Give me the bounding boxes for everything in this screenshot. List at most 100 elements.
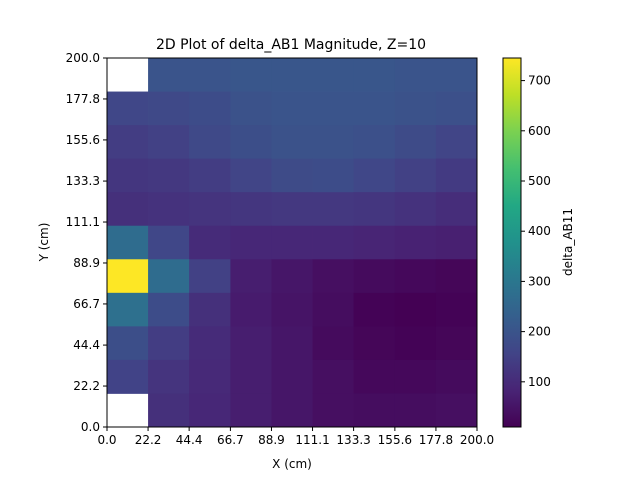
x-tick-label: 0.0: [97, 433, 116, 447]
heatmap-cell: [107, 91, 149, 126]
heatmap-cell: [148, 125, 190, 160]
heatmap-cell: [394, 259, 437, 294]
heatmap-cell: [353, 326, 396, 361]
x-tick-label: 155.6: [378, 433, 412, 447]
heatmap-cell: [107, 158, 149, 193]
heatmap-cell: [394, 125, 437, 160]
y-tick-label: 200.0: [66, 51, 100, 65]
heatmap-cell: [148, 326, 190, 361]
heatmap-cell: [107, 359, 149, 394]
colorbar-tick-label: 600: [528, 124, 551, 138]
y-tick-label: 0.0: [81, 420, 100, 434]
y-tick-label: 22.2: [73, 379, 100, 393]
heatmap-cell: [394, 326, 437, 361]
heatmap-cell: [435, 58, 478, 92]
heatmap-cell: [312, 225, 354, 260]
heatmap-cell: [230, 58, 272, 92]
heatmap-cell: [230, 125, 272, 160]
heatmap-cell: [271, 259, 313, 294]
heatmap-cell: [312, 393, 354, 428]
colorbar-tick-label: 200: [528, 325, 551, 339]
heatmap-cell: [107, 192, 149, 227]
y-tick-label: 111.1: [66, 215, 100, 229]
colorbar-tick-label: 500: [528, 174, 551, 188]
heatmap-cell: [353, 58, 396, 92]
heatmap-cell: [107, 259, 149, 294]
y-tick-label: 155.6: [66, 133, 100, 147]
heatmap-cell: [394, 393, 437, 428]
heatmap-cell: [435, 158, 478, 193]
heatmap-cell: [435, 292, 478, 327]
colorbar-tick-label: 400: [528, 224, 551, 238]
heatmap-cell: [230, 393, 272, 428]
heatmap-cell: [189, 158, 231, 193]
heatmap-cell: [394, 225, 437, 260]
heatmap-cell: [394, 292, 437, 327]
heatmap-cell: [230, 359, 272, 394]
heatmap-cell: [148, 91, 190, 126]
heatmap-cell: [271, 192, 313, 227]
plot-frame: [106, 57, 478, 428]
y-axis-ticks: 0.0 22.2 44.4 66.7 88.9 111.1 133.3 155.6 177.8 2…: [66, 51, 107, 434]
colorbar-tick-label: 300: [528, 274, 551, 288]
heatmap-cell: [353, 91, 396, 126]
heatmap-cell: [312, 125, 354, 160]
colorbar-ticks: 100 200 300 400 500 600 700: [521, 74, 551, 389]
heatmap-cell: [271, 225, 313, 260]
heatmap-cell: [435, 91, 478, 126]
heatmap-cell: [271, 292, 313, 327]
heatmap-cell: [189, 192, 231, 227]
heatmap-cell: [394, 158, 437, 193]
heatmap-cell: [107, 225, 149, 260]
colorbar: [502, 57, 522, 428]
heatmap-cell: [435, 125, 478, 160]
heatmap-cell: [435, 359, 478, 394]
heatmap-cell: [353, 225, 396, 260]
heatmap-cell: [435, 259, 478, 294]
x-tick-label: 200.0: [460, 433, 494, 447]
heatmap-cell: [271, 91, 313, 126]
heatmap-cell: [271, 158, 313, 193]
heatmap-cell: [312, 292, 354, 327]
heatmap-cell: [394, 91, 437, 126]
heatmap-cell: [271, 393, 313, 428]
heatmap-cell: [148, 359, 190, 394]
heatmap-cell: [353, 259, 396, 294]
heatmap-cell: [148, 393, 190, 428]
x-tick-label: 133.3: [336, 433, 370, 447]
heatmap-cell: [230, 225, 272, 260]
heatmap-cell: [271, 359, 313, 394]
heatmap-cell: [148, 58, 190, 92]
heatmap-cell: [312, 192, 354, 227]
heatmap-cell: [189, 259, 231, 294]
heatmap-cell: [189, 292, 231, 327]
heatmap-cell: [353, 393, 396, 428]
heatmap-cell: [435, 326, 478, 361]
y-tick-label: 133.3: [66, 174, 100, 188]
heatmap-cell: [189, 91, 231, 126]
heatmap-cell: [230, 192, 272, 227]
heatmap-cell: [353, 192, 396, 227]
x-axis-label: X (cm): [272, 457, 312, 471]
heatmap-cell: [435, 393, 478, 428]
heatmap-cell: [435, 192, 478, 227]
colorbar-label: delta_AB11: [561, 208, 575, 276]
chart-title: 2D Plot of delta_AB1 Magnitude, Z=10: [156, 37, 426, 53]
heatmap-cell: [230, 292, 272, 327]
heatmap-cell: [189, 359, 231, 394]
colorbar-tick-label: 700: [528, 74, 551, 88]
heatmap-cell: [394, 359, 437, 394]
heatmap-cell: [312, 259, 354, 294]
heatmap-cell: [189, 225, 231, 260]
heatmap-cell: [107, 125, 149, 160]
heatmap-cell: [189, 58, 231, 92]
heatmap-cell: [312, 91, 354, 126]
heatmap-cell: [271, 125, 313, 160]
heatmap-cell: [353, 125, 396, 160]
heatmap-cell: [312, 58, 354, 92]
y-tick-label: 88.9: [73, 256, 100, 270]
x-tick-label: 66.7: [217, 433, 244, 447]
heatmap-cell: [312, 359, 354, 394]
heatmap-cell: [230, 91, 272, 126]
